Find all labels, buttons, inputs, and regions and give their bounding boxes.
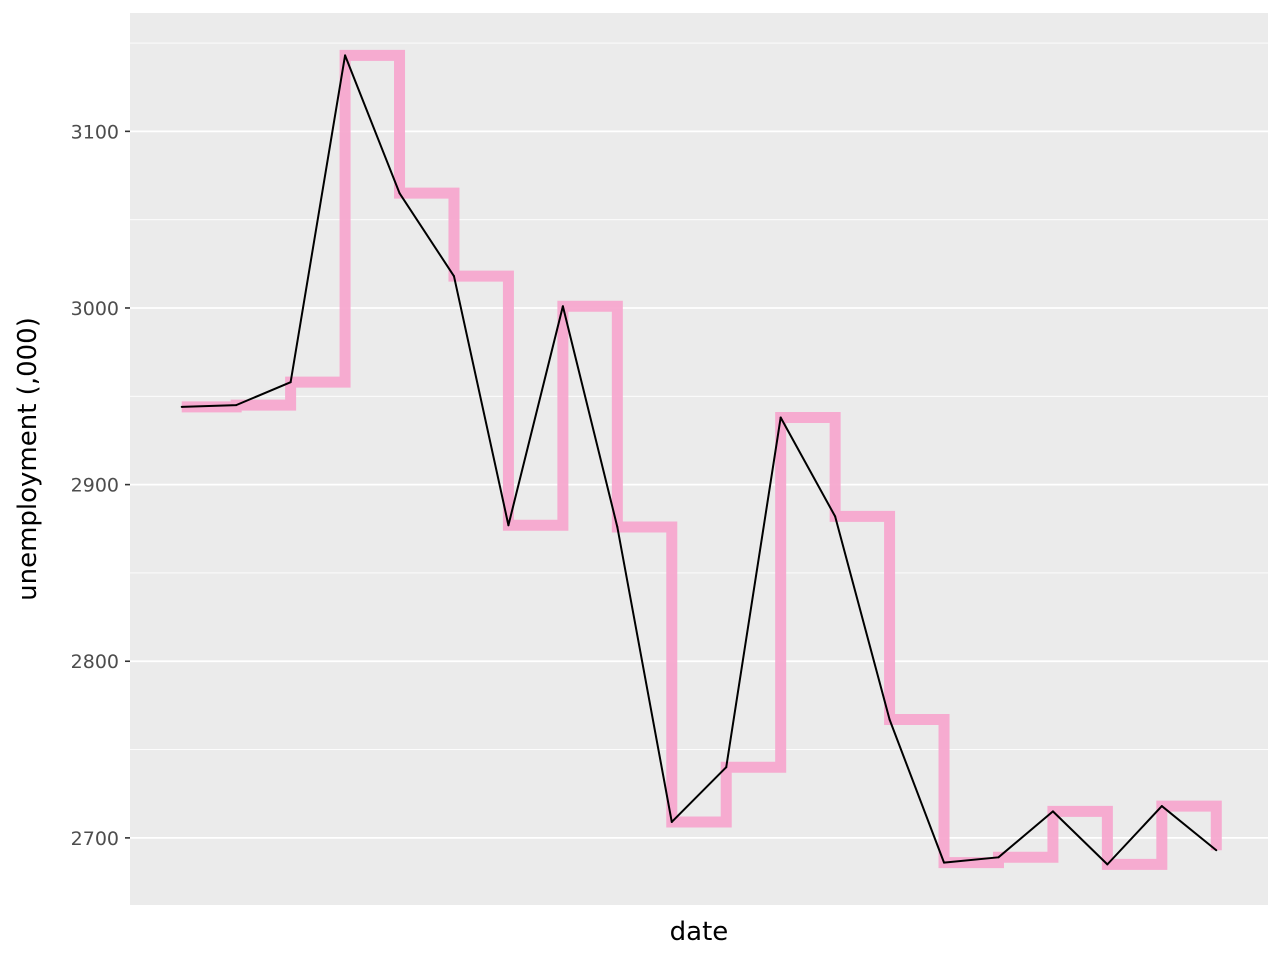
step-series <box>181 49 1222 870</box>
line-point <box>888 718 891 721</box>
line-point <box>616 526 619 529</box>
line-point <box>1051 810 1054 813</box>
line-point <box>779 416 782 419</box>
line-point <box>561 305 564 308</box>
x-axis-title: date <box>670 917 729 947</box>
major-gridlines <box>130 130 1268 839</box>
line-series <box>180 54 1218 866</box>
y-tick-label: 3100 <box>71 121 119 143</box>
line-point <box>452 275 455 278</box>
line-point <box>289 381 292 384</box>
line-point <box>1106 863 1109 866</box>
line-point <box>725 766 728 769</box>
minor-gridlines <box>130 42 1268 751</box>
y-axis-ticks: 2700 2800 2900 3000 3100 <box>71 121 130 850</box>
line-point <box>943 861 946 864</box>
line-point <box>235 404 238 407</box>
step-series-path <box>181 49 1222 870</box>
y-tick-label: 2800 <box>71 651 119 673</box>
line-series-path <box>181 54 1217 866</box>
y-tick-label: 2900 <box>71 475 119 497</box>
series-layer <box>180 49 1222 870</box>
y-tick-label: 3000 <box>71 298 119 320</box>
y-axis-title: unemployment (,000) <box>13 317 43 601</box>
line-point <box>997 856 1000 859</box>
y-tick-label: 2700 <box>71 828 119 850</box>
line-point <box>1160 805 1163 808</box>
line-point <box>180 405 183 408</box>
line-point <box>834 515 837 518</box>
line-point <box>670 820 673 823</box>
plot-panel <box>130 13 1268 905</box>
line-point <box>507 524 510 527</box>
line-point <box>398 192 401 195</box>
line-point <box>344 54 347 57</box>
line-point <box>1215 849 1218 852</box>
